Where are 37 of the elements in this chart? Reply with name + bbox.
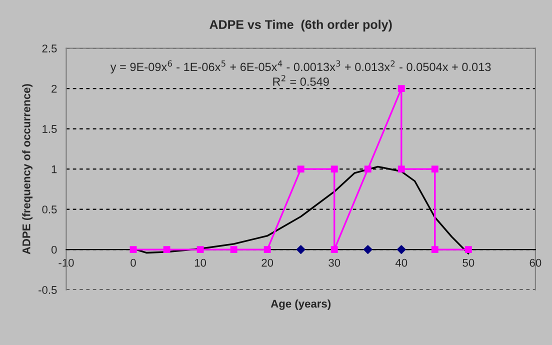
y-tick-label: 2.5 [42,44,57,52]
point [130,246,137,254]
x-tick-label: 10 [194,258,206,267]
point [297,166,304,173]
point [330,246,338,254]
chart-title: ADPE vs Time (6th order poly) [210,20,392,32]
y-axis-title: ADPE (frequency of occurrence) [22,84,33,254]
y-tick-label: 1 [52,165,57,174]
x-tick-label: 50 [462,258,474,267]
point [264,246,271,254]
point [330,166,338,173]
point [296,245,306,254]
x-tick-label: 20 [262,258,274,267]
x-tick-label: 0 [130,258,136,267]
point [397,245,406,254]
point [398,166,405,173]
x-axis-title: Age (years) [270,299,331,310]
point [464,246,472,254]
point [230,246,238,254]
x-tick-label: 30 [328,258,340,267]
text: y = 9E-09x$^{6}$ - 1E-06x$^{5}$ + 6E-05x$^{4}$ - 0.0013x$^{3}$ + 0.013x$^{2}$ - 0.0504x + 0.013 [110,60,491,74]
x-tick-label: 60 [530,258,542,267]
point [431,246,438,254]
point [163,246,170,254]
annotation: R$^{2}$ = 0.549 [273,75,329,86]
y-tick-label: 2 [52,84,57,93]
x-tick-label: -10 [58,258,74,267]
point [398,85,405,92]
y-tick-label: 0.5 [42,206,57,214]
point [196,246,204,254]
y-tick-label: 1.5 [42,125,57,133]
y-tick-label: 0 [51,246,57,254]
point [364,166,372,173]
y-tick-label: -0.5 [38,286,57,294]
point [431,166,438,173]
x-tick-label: 40 [395,258,408,267]
point [364,245,372,254]
